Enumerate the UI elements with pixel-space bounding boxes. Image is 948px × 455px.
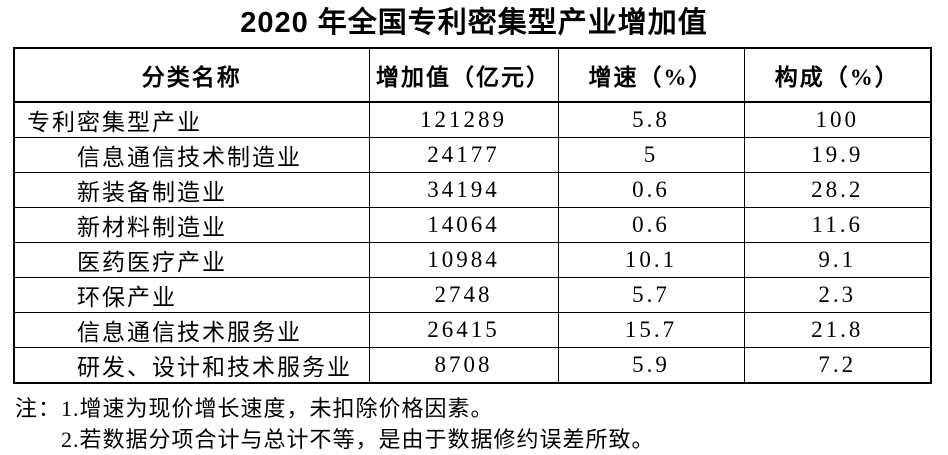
table-row: 医药医疗产业 10984 10.1 9.1 <box>13 242 932 278</box>
composition-cell: 28.2 <box>743 172 932 208</box>
table-body: 专利密集型产业 121289 5.8 100 信息通信技术制造业 24177 5 19.9 新装… <box>13 101 932 384</box>
page-title: 2020 年全国专利密集型产业增加值 <box>240 7 708 39</box>
composition-cell: 11.6 <box>743 207 932 243</box>
growth-rate-cell: 0.6 <box>557 207 745 243</box>
table-row: 信息通信技术服务业 26415 15.7 21.8 <box>13 312 932 348</box>
column-header: 构成（%） <box>743 47 932 103</box>
category-cell: 环保产业 <box>13 277 370 313</box>
column-header: 增加值（亿元） <box>368 47 559 103</box>
composition-cell: 9.1 <box>743 242 932 278</box>
added-value-cell: 2748 <box>368 277 559 313</box>
added-value-cell: 8708 <box>368 347 559 384</box>
category-cell: 新材料制造业 <box>13 207 370 243</box>
page: 2020 年全国专利密集型产业增加值 分类名称 增加值（亿元） 增速（%） 构成（%）… <box>0 7 948 455</box>
column-header: 分类名称 <box>13 47 370 103</box>
table-row: 专利密集型产业 121289 5.8 100 <box>13 101 932 138</box>
patent-industry-table: 分类名称 增加值（亿元） 增速（%） 构成（%） 专利密集型产业 121289 5.8 10… <box>13 47 932 384</box>
added-value-cell: 24177 <box>368 137 559 173</box>
category-cell: 新装备制造业 <box>13 172 370 208</box>
category-cell: 医药医疗产业 <box>13 242 370 278</box>
added-value-cell: 121289 <box>368 101 559 138</box>
category-cell: 信息通信技术服务业 <box>13 312 370 348</box>
composition-cell: 7.2 <box>743 347 932 384</box>
table-row: 环保产业 2748 5.7 2.3 <box>13 277 932 313</box>
composition-cell: 19.9 <box>743 137 932 173</box>
notes: 注： 1.增速为现价增长速度，未扣除价格因素。 2.若数据分项合计与总计不等，是由… <box>15 393 948 455</box>
growth-rate-cell: 5 <box>557 137 745 173</box>
column-header: 增速（%） <box>557 47 745 103</box>
table-row: 新材料制造业 14064 0.6 11.6 <box>13 207 932 243</box>
growth-rate-cell: 5.8 <box>557 101 745 138</box>
added-value-cell: 10984 <box>368 242 559 278</box>
growth-rate-cell: 15.7 <box>557 312 745 348</box>
category-cell: 研发、设计和技术服务业 <box>13 347 370 384</box>
composition-cell: 100 <box>743 101 932 138</box>
table-row: 新装备制造业 34194 0.6 28.2 <box>13 172 932 208</box>
growth-rate-cell: 5.9 <box>557 347 745 384</box>
note-line: 2.若数据分项合计与总计不等，是由于数据修约误差所致。 <box>61 427 655 452</box>
composition-cell: 21.8 <box>743 312 932 348</box>
growth-rate-cell: 0.6 <box>557 172 745 208</box>
table-header-row: 分类名称 增加值（亿元） 增速（%） 构成（%） <box>13 47 932 103</box>
added-value-cell: 26415 <box>368 312 559 348</box>
added-value-cell: 34194 <box>368 172 559 208</box>
table-row: 信息通信技术制造业 24177 5 19.9 <box>13 137 932 173</box>
growth-rate-cell: 5.7 <box>557 277 745 313</box>
composition-cell: 2.3 <box>743 277 932 313</box>
added-value-cell: 14064 <box>368 207 559 243</box>
note-line: 1.增速为现价增长速度，未扣除价格因素。 <box>61 396 494 421</box>
notes-label: 注： <box>15 396 62 421</box>
table-row: 研发、设计和技术服务业 8708 5.9 7.2 <box>13 347 932 384</box>
growth-rate-cell: 10.1 <box>557 242 745 278</box>
note-items: 1.增速为现价增长速度，未扣除价格因素。 2.若数据分项合计与总计不等，是由于数据… <box>61 393 655 455</box>
category-cell: 信息通信技术制造业 <box>13 137 370 173</box>
category-cell: 专利密集型产业 <box>13 101 370 138</box>
